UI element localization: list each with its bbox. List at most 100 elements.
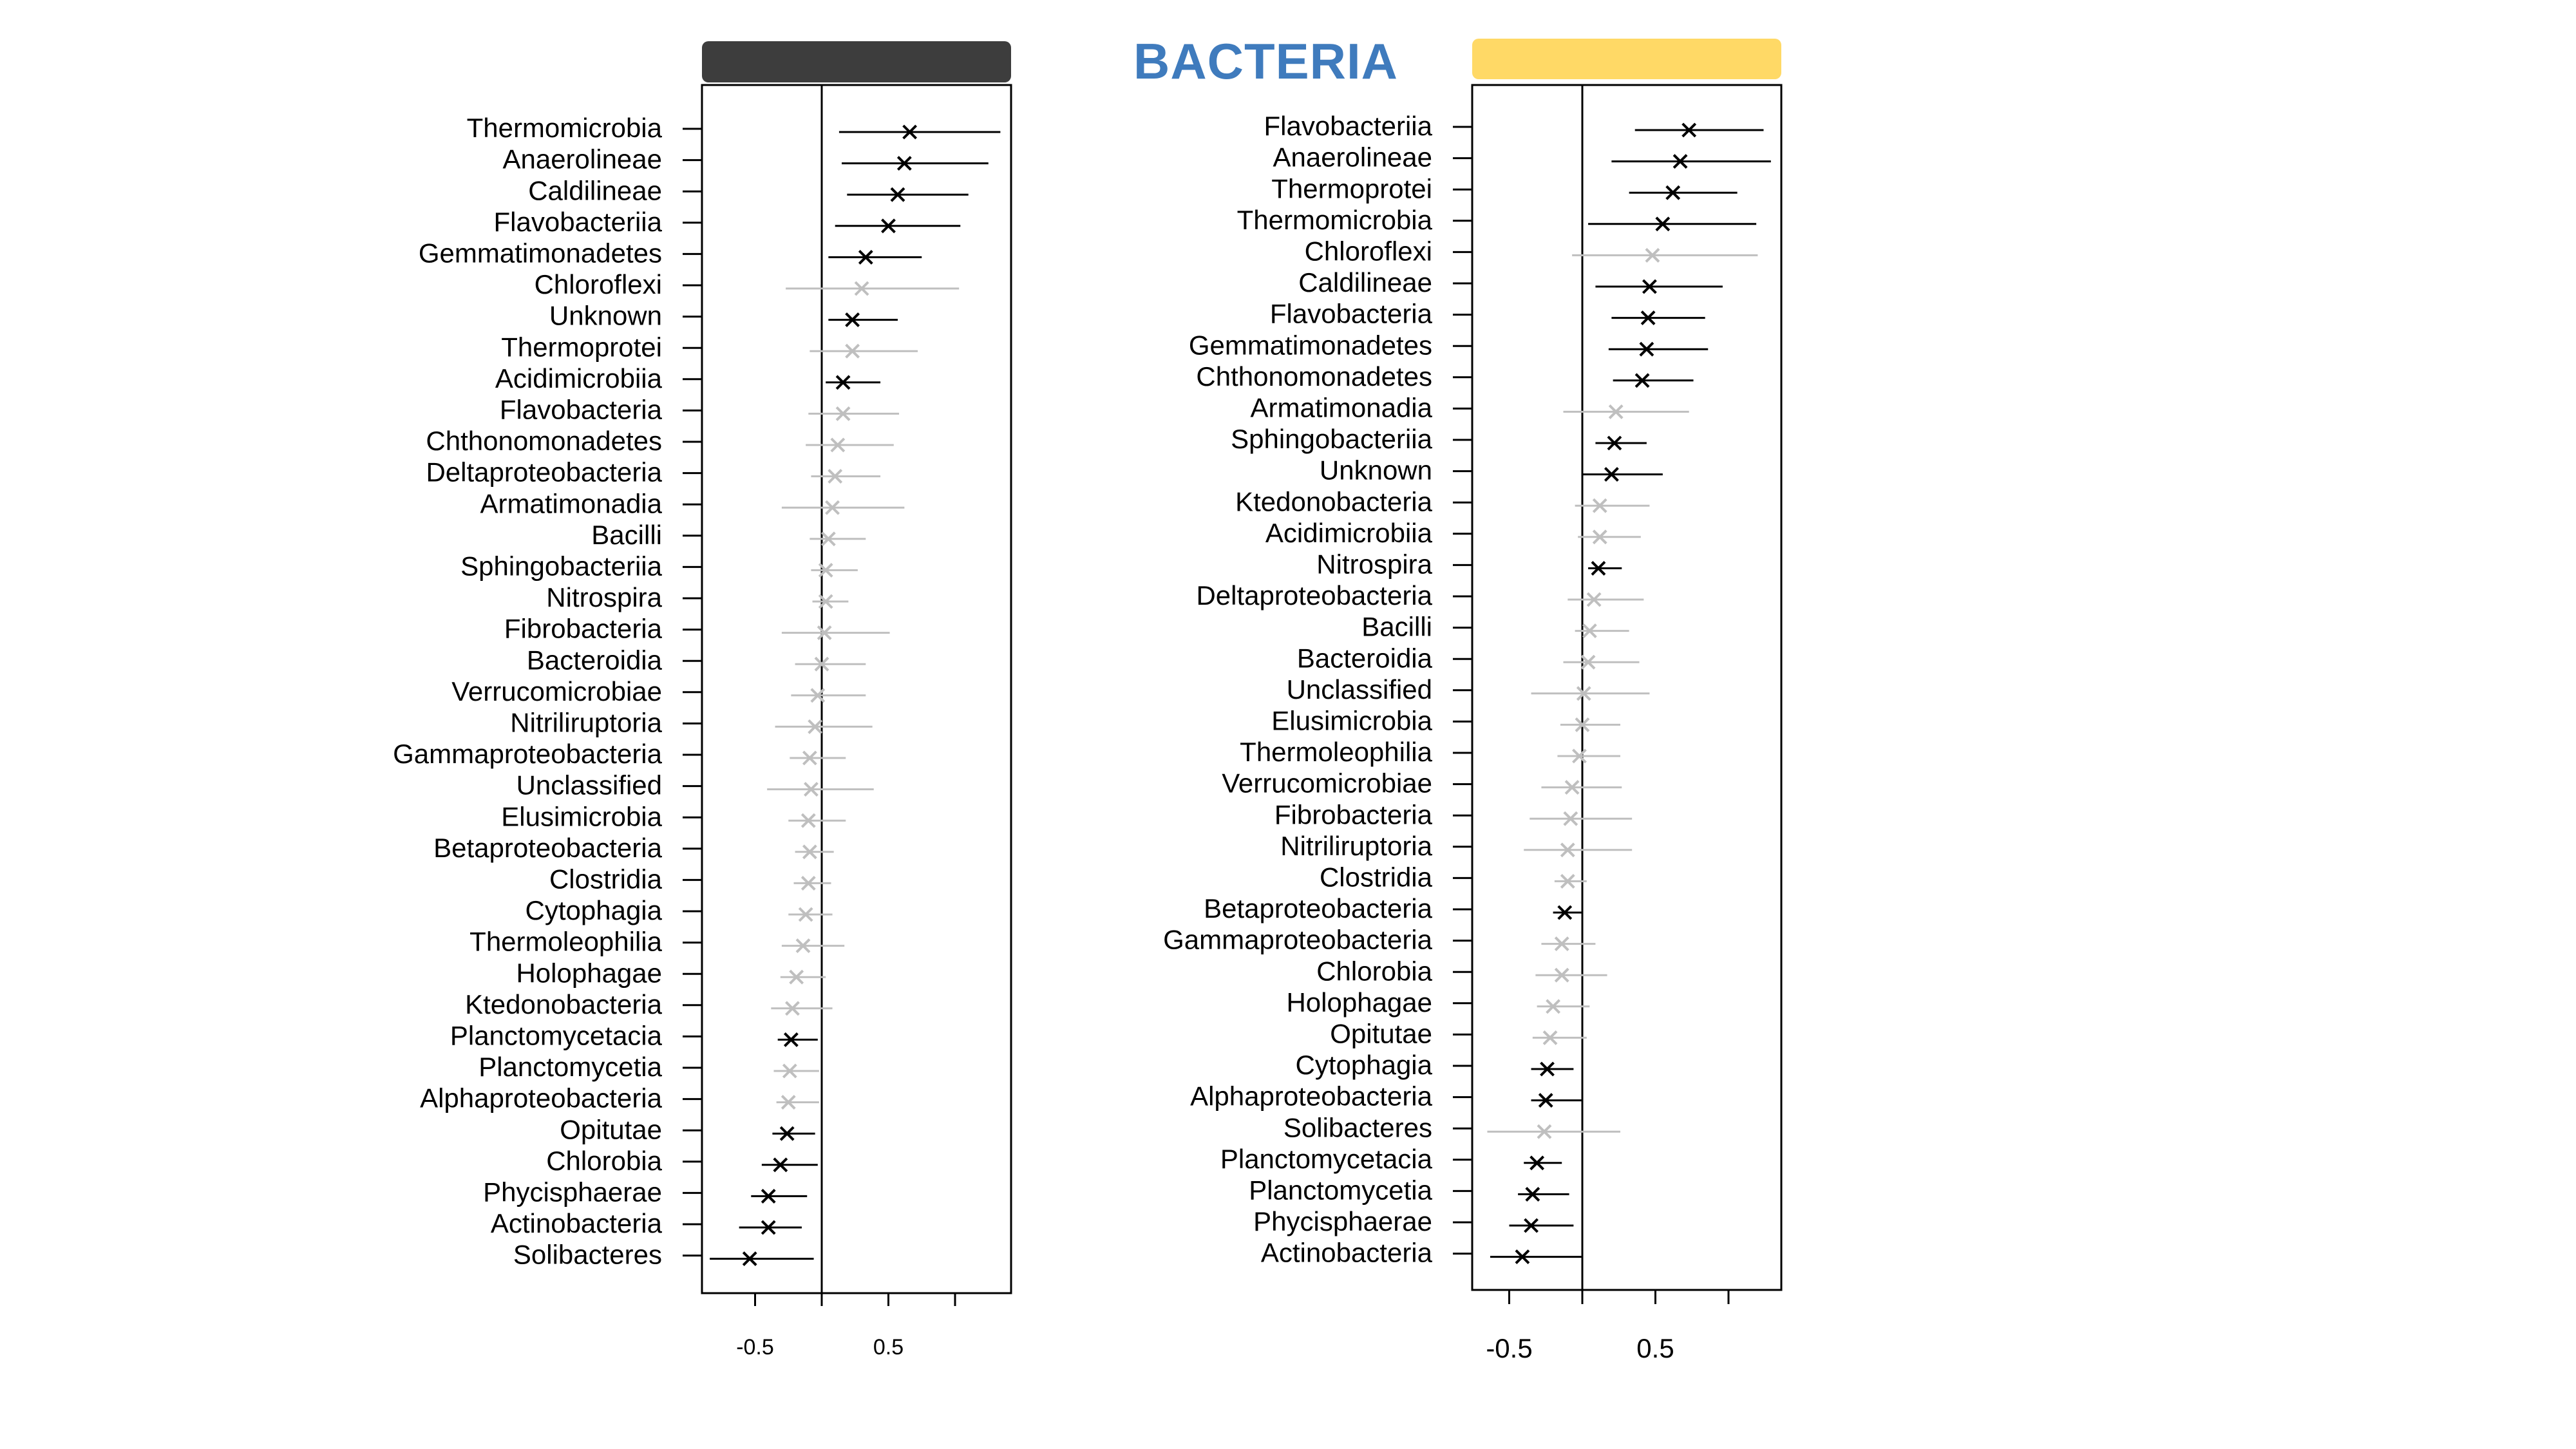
estimate-marker-stroke bbox=[830, 437, 846, 453]
estimate-marker bbox=[798, 907, 813, 922]
estimate-marker bbox=[1540, 1061, 1555, 1077]
estimate-marker-stroke bbox=[1639, 341, 1654, 357]
estimate-marker-stroke bbox=[804, 782, 819, 797]
estimate-marker-stroke bbox=[1580, 654, 1596, 670]
estimate-marker-stroke bbox=[1563, 811, 1578, 826]
row-label: Bacilli bbox=[1361, 612, 1432, 642]
panel-header-bar bbox=[702, 41, 1011, 82]
estimate-marker-stroke bbox=[1530, 1155, 1545, 1171]
row-label: Flavobacteriia bbox=[494, 207, 663, 237]
estimate-marker bbox=[800, 875, 816, 891]
row-label: Phycisphaerae bbox=[483, 1177, 662, 1207]
estimate-marker bbox=[1640, 310, 1656, 326]
row-label: Alphaproteobacteria bbox=[1190, 1081, 1433, 1112]
x-tick-label: 0.5 bbox=[873, 1335, 904, 1359]
estimate-marker bbox=[881, 218, 896, 234]
row-label: Alphaproteobacteria bbox=[420, 1083, 663, 1113]
estimate-marker-stroke bbox=[1560, 842, 1575, 858]
estimate-marker-stroke bbox=[1592, 529, 1607, 545]
estimate-marker-stroke bbox=[825, 500, 840, 515]
row-label: Bacteroidia bbox=[1297, 643, 1433, 673]
estimate-marker-stroke bbox=[818, 594, 833, 609]
estimate-marker-stroke bbox=[1557, 905, 1573, 920]
row-label: Bacilli bbox=[591, 520, 662, 550]
estimate-marker-stroke bbox=[1564, 780, 1580, 795]
estimate-marker-stroke bbox=[1681, 122, 1697, 138]
estimate-marker bbox=[1515, 1249, 1530, 1265]
estimate-marker-stroke bbox=[1592, 498, 1607, 513]
row-label: Fibrobacteria bbox=[1274, 799, 1433, 829]
estimate-marker bbox=[854, 281, 869, 296]
estimate-marker-stroke bbox=[1665, 185, 1681, 200]
estimate-marker bbox=[1608, 404, 1624, 419]
row-label: Sphingobacteriia bbox=[1231, 424, 1433, 454]
estimate-marker-stroke bbox=[818, 562, 833, 578]
estimate-marker-stroke bbox=[779, 1126, 795, 1141]
estimate-marker bbox=[1592, 529, 1607, 545]
row-label: Betaproteobacteria bbox=[1204, 893, 1433, 923]
row-label: Planctomycetia bbox=[478, 1052, 662, 1082]
estimate-marker-stroke bbox=[1538, 1093, 1553, 1108]
estimate-marker bbox=[779, 1126, 795, 1141]
estimate-marker-stroke bbox=[1634, 373, 1650, 388]
estimate-marker-stroke bbox=[1576, 686, 1591, 701]
estimate-marker-stroke bbox=[798, 907, 813, 922]
row-label: Armatimonadia bbox=[480, 488, 663, 518]
estimate-marker bbox=[858, 249, 873, 265]
estimate-marker bbox=[782, 1063, 797, 1079]
row-label: Holophagae bbox=[1286, 987, 1432, 1018]
estimate-marker bbox=[1542, 1030, 1558, 1045]
row-label: Thermoleophilia bbox=[1240, 737, 1432, 767]
estimate-marker bbox=[1580, 654, 1596, 670]
row-label: Chthonomonadetes bbox=[1196, 361, 1432, 392]
row-label: Unknown bbox=[1320, 455, 1432, 486]
row-label: Planctomycetacia bbox=[1220, 1144, 1433, 1174]
estimate-marker-stroke bbox=[742, 1251, 757, 1267]
estimate-marker-stroke bbox=[1672, 154, 1688, 169]
row-label: Thermomicrobia bbox=[1237, 205, 1433, 235]
row-label: Chlorobia bbox=[1316, 956, 1432, 986]
row-label: Elusimicrobia bbox=[1271, 705, 1432, 735]
estimate-marker bbox=[1591, 560, 1606, 576]
estimate-marker bbox=[828, 469, 843, 484]
estimate-marker-stroke bbox=[902, 124, 918, 140]
panel-right: -0.5 0.5 FlavobacteriiaAnaerolineaeThermop… bbox=[1163, 39, 1783, 1363]
row-label: Chthonomonadetes bbox=[426, 426, 662, 456]
row-label: Unknown bbox=[549, 301, 662, 331]
estimate-marker bbox=[785, 1001, 800, 1016]
row-label: Verrucomicrobiae bbox=[1222, 768, 1432, 799]
estimate-marker-stroke bbox=[881, 218, 896, 234]
estimate-marker-stroke bbox=[835, 406, 851, 421]
estimate-marker-stroke bbox=[1591, 560, 1606, 576]
estimate-marker bbox=[783, 1032, 799, 1047]
panel-header-bar bbox=[1472, 39, 1781, 79]
estimate-marker bbox=[800, 813, 816, 828]
estimate-marker-stroke bbox=[1540, 1061, 1555, 1077]
estimate-marker bbox=[1642, 279, 1657, 294]
row-label: Planctomycetacia bbox=[450, 1020, 663, 1050]
estimate-marker-stroke bbox=[1515, 1249, 1530, 1265]
row-label: Fibrobacteria bbox=[504, 614, 663, 644]
estimate-marker bbox=[1645, 247, 1660, 263]
estimate-marker bbox=[835, 375, 851, 390]
estimate-marker bbox=[1665, 185, 1681, 200]
row-label: Planctomycetia bbox=[1249, 1175, 1432, 1205]
row-label: Acidimicrobiia bbox=[1265, 518, 1433, 548]
row-label: Chlorobia bbox=[546, 1146, 662, 1176]
estimate-marker bbox=[825, 500, 840, 515]
estimate-marker-stroke bbox=[773, 1157, 788, 1173]
estimate-marker bbox=[1672, 154, 1688, 169]
estimate-marker-stroke bbox=[1554, 967, 1569, 983]
estimate-marker bbox=[818, 562, 833, 578]
estimate-marker bbox=[820, 531, 836, 547]
row-label: Phycisphaerae bbox=[1253, 1206, 1432, 1236]
row-label: Nitrospira bbox=[546, 582, 662, 612]
estimate-marker-stroke bbox=[1554, 936, 1569, 952]
row-label: Thermoprotei bbox=[1271, 173, 1432, 204]
estimate-marker-stroke bbox=[1586, 592, 1602, 607]
estimate-marker bbox=[1560, 842, 1575, 858]
row-label: Solibacteres bbox=[1283, 1112, 1432, 1142]
estimate-marker-stroke bbox=[781, 1095, 796, 1110]
estimate-marker bbox=[1592, 498, 1607, 513]
estimate-marker-stroke bbox=[1575, 717, 1590, 732]
